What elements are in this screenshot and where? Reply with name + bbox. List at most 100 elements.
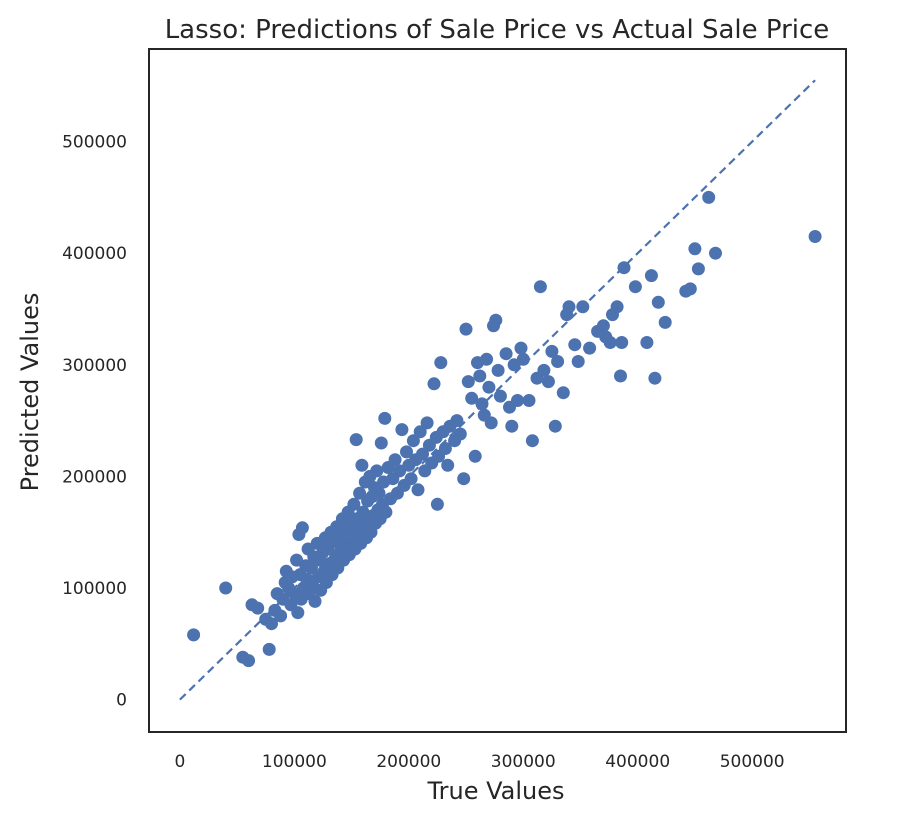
data-point [427,377,441,391]
data-point [450,414,464,428]
data-point [413,425,427,439]
data-point [688,242,702,256]
data-point [295,521,309,535]
data-point [648,371,662,385]
data-point [617,261,631,275]
data-point [514,341,528,355]
data-point [395,423,409,437]
x-tick-label: 100000 [262,752,327,772]
data-point [489,313,503,327]
x-tick-label: 300000 [491,752,556,772]
data-point [475,397,489,411]
data-point [372,486,386,500]
data-point [400,445,413,459]
x-tick-label: 200000 [376,752,441,772]
y-axis-ticks: 0 100000 200000 300000 400000 500000 [62,133,127,711]
data-point [262,642,276,656]
data-point [683,282,697,296]
data-point [379,505,393,519]
data-point [562,300,576,314]
x-tick-label: 0 [174,752,185,772]
data-point [353,486,367,500]
y-tick-label: 500000 [62,133,127,153]
data-point [305,561,318,575]
y-axis-label: Predicted Values [16,293,44,492]
data-point [658,315,672,329]
data-point [480,352,494,366]
data-point [457,472,471,486]
data-point [459,322,473,336]
data-point [187,628,201,642]
data-point [430,497,444,511]
data-point [571,355,585,368]
data-point [491,363,505,377]
x-axis-ticks: 0 100000 200000 300000 400000 500000 [174,752,784,772]
data-point [370,464,384,478]
data-point [291,606,305,620]
data-point [610,300,624,314]
data-point [551,355,565,368]
data-point [556,386,570,400]
y-tick-label: 300000 [62,356,127,376]
y-tick-label: 100000 [62,579,127,599]
data-point [615,336,629,349]
data-point [516,352,530,366]
data-point [468,449,482,463]
plot-frame [148,48,847,733]
data-point [511,394,524,407]
data-point [438,442,452,455]
data-point [251,601,265,615]
data-point [691,262,705,276]
data-point [583,341,597,355]
data-point [242,654,256,668]
data-point [465,391,479,405]
data-point [416,447,429,461]
chart-title: Lasso: Predictions of Sale Price vs Actu… [165,15,830,45]
data-point [473,369,487,383]
data-point [603,336,617,349]
data-point [596,319,610,333]
data-point [541,375,555,389]
data-point [644,269,658,283]
data-point [499,347,513,361]
data-point [576,300,590,314]
data-point [614,369,627,383]
data-point [378,411,392,425]
data-point [548,419,562,433]
data-point [349,433,363,447]
data-points [187,190,822,668]
data-point [568,338,582,352]
data-point [640,336,654,349]
data-point [628,280,642,294]
data-point [404,472,418,486]
data-point [388,453,402,467]
data-point [709,246,722,260]
data-point [347,497,361,511]
data-point [482,380,496,394]
data-point [505,419,519,433]
data-point [533,280,547,294]
y-tick-label: 0 [116,691,127,711]
x-axis-label: True Values [426,777,564,805]
data-point [308,594,322,608]
data-point [522,394,536,407]
data-point [355,458,369,472]
data-point [537,363,551,377]
data-point [420,416,434,430]
data-point [651,295,665,309]
data-point [808,230,822,243]
y-tick-label: 200000 [62,467,127,487]
data-point [434,356,448,370]
data-point [441,458,455,472]
data-point [453,427,467,441]
data-point [493,389,507,403]
data-point [545,344,559,358]
data-point [702,190,716,204]
x-tick-label: 500000 [720,752,785,772]
data-point [274,609,288,623]
data-point [525,434,539,448]
data-point [219,581,233,595]
data-point [265,617,278,631]
